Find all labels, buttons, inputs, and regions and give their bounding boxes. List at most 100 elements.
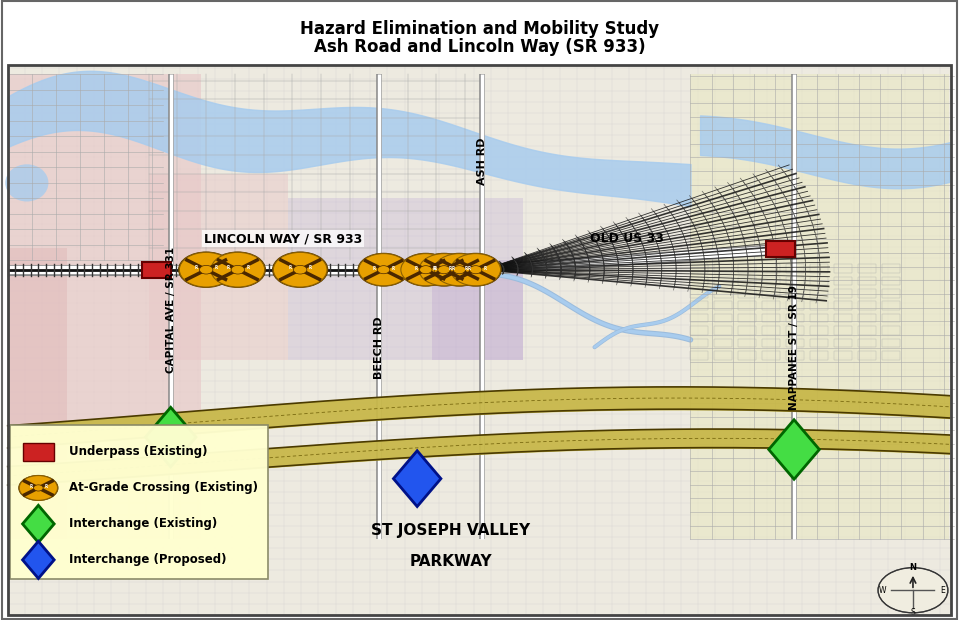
Bar bbox=[834, 301, 852, 310]
Text: OLD US 33: OLD US 33 bbox=[590, 232, 664, 245]
Bar bbox=[714, 339, 732, 347]
Bar bbox=[810, 264, 828, 273]
Bar bbox=[762, 301, 780, 310]
Bar bbox=[738, 301, 756, 310]
Circle shape bbox=[401, 254, 451, 286]
Bar bbox=[834, 314, 852, 322]
Bar bbox=[762, 264, 780, 273]
Circle shape bbox=[179, 252, 233, 287]
Text: LINCOLN WAY / SR 933: LINCOLN WAY / SR 933 bbox=[203, 232, 363, 245]
Text: Ash Road and Lincoln Way (SR 933): Ash Road and Lincoln Way (SR 933) bbox=[314, 38, 645, 56]
Bar bbox=[858, 326, 876, 335]
Bar bbox=[858, 277, 876, 285]
Bar bbox=[714, 314, 732, 322]
Bar bbox=[142, 262, 171, 278]
Circle shape bbox=[293, 265, 307, 274]
Text: R: R bbox=[452, 265, 455, 270]
Text: R: R bbox=[309, 265, 312, 270]
Bar bbox=[288, 198, 523, 360]
Bar bbox=[858, 314, 876, 322]
Text: Underpass (Existing): Underpass (Existing) bbox=[69, 446, 207, 458]
Bar bbox=[786, 326, 804, 335]
Circle shape bbox=[419, 254, 469, 286]
Bar bbox=[762, 339, 780, 347]
Bar bbox=[738, 264, 756, 273]
Circle shape bbox=[211, 252, 265, 287]
Text: R: R bbox=[30, 484, 33, 489]
Bar bbox=[690, 264, 708, 273]
Text: R: R bbox=[246, 265, 249, 270]
Bar bbox=[882, 326, 900, 335]
Bar bbox=[834, 264, 852, 273]
Circle shape bbox=[451, 254, 501, 286]
Bar bbox=[786, 351, 804, 360]
Bar bbox=[786, 301, 804, 310]
Text: R: R bbox=[373, 265, 376, 270]
Circle shape bbox=[18, 475, 58, 501]
Bar bbox=[882, 314, 900, 322]
Bar bbox=[762, 351, 780, 360]
Circle shape bbox=[378, 266, 389, 274]
Bar bbox=[882, 339, 900, 347]
Bar bbox=[858, 301, 876, 310]
Ellipse shape bbox=[6, 164, 49, 202]
Bar bbox=[8, 65, 951, 615]
Text: N: N bbox=[909, 563, 917, 572]
Bar bbox=[714, 289, 732, 298]
Circle shape bbox=[273, 252, 327, 287]
Bar bbox=[8, 74, 201, 539]
Circle shape bbox=[878, 568, 947, 613]
Circle shape bbox=[359, 254, 409, 286]
Circle shape bbox=[469, 266, 481, 274]
Bar bbox=[810, 301, 828, 310]
Bar bbox=[834, 277, 852, 285]
Bar bbox=[858, 264, 876, 273]
Bar bbox=[766, 241, 795, 257]
Circle shape bbox=[231, 265, 245, 274]
Circle shape bbox=[210, 252, 266, 288]
Text: E: E bbox=[940, 586, 945, 595]
Bar bbox=[714, 264, 732, 273]
Bar bbox=[882, 264, 900, 273]
Bar bbox=[834, 289, 852, 298]
FancyBboxPatch shape bbox=[10, 425, 268, 579]
Bar bbox=[738, 277, 756, 285]
Bar bbox=[834, 351, 852, 360]
Text: Interchange (Proposed): Interchange (Proposed) bbox=[69, 554, 226, 566]
Text: PARKWAY: PARKWAY bbox=[409, 554, 492, 569]
Bar bbox=[690, 351, 708, 360]
Bar bbox=[786, 314, 804, 322]
Circle shape bbox=[34, 485, 43, 491]
Bar bbox=[690, 74, 949, 539]
Bar bbox=[738, 351, 756, 360]
Text: BEECH RD: BEECH RD bbox=[374, 316, 384, 379]
Text: R: R bbox=[433, 265, 436, 270]
Bar bbox=[690, 277, 708, 285]
Circle shape bbox=[358, 253, 409, 286]
Text: R: R bbox=[289, 265, 292, 270]
Circle shape bbox=[437, 266, 451, 274]
Text: At-Grade Crossing (Existing): At-Grade Crossing (Existing) bbox=[69, 482, 258, 494]
Bar bbox=[690, 339, 708, 347]
Bar bbox=[882, 351, 900, 360]
Polygon shape bbox=[393, 451, 441, 507]
Bar bbox=[834, 339, 852, 347]
Bar bbox=[762, 277, 780, 285]
Circle shape bbox=[400, 253, 452, 286]
Bar bbox=[810, 314, 828, 322]
Bar bbox=[690, 289, 708, 298]
Text: R: R bbox=[415, 265, 418, 270]
Bar bbox=[810, 289, 828, 298]
Text: R: R bbox=[465, 265, 468, 270]
Bar bbox=[690, 301, 708, 310]
Bar bbox=[834, 326, 852, 335]
Text: R: R bbox=[433, 265, 436, 270]
Bar bbox=[690, 326, 708, 335]
Bar bbox=[858, 351, 876, 360]
Text: R: R bbox=[449, 265, 452, 270]
Circle shape bbox=[272, 252, 328, 288]
Text: NAPPANEE ST / SR 19: NAPPANEE ST / SR 19 bbox=[789, 285, 799, 410]
Circle shape bbox=[450, 253, 502, 286]
Bar bbox=[882, 289, 900, 298]
Bar bbox=[786, 277, 804, 285]
